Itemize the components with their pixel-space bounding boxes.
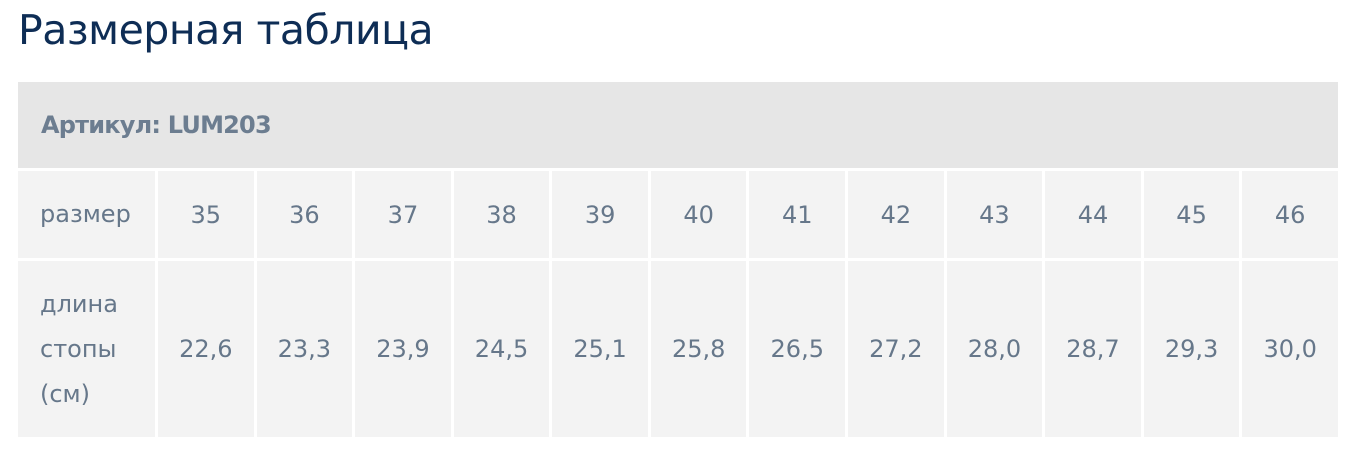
size-row: размер 35 36 37 38 39 40 41 42 43 44 45 46: [18, 171, 1338, 258]
size-cell: 35: [158, 171, 254, 258]
length-cell: 25,8: [650, 261, 747, 437]
length-cell: 28,7: [1045, 261, 1141, 437]
length-cell: 29,3: [1143, 261, 1240, 437]
label-line: стопы: [40, 334, 117, 363]
size-cell: 43: [946, 171, 1043, 258]
length-cell: 22,6: [158, 261, 254, 437]
size-cell: 44: [1045, 171, 1141, 258]
size-cell: 40: [650, 171, 747, 258]
length-cell: 26,5: [749, 261, 846, 437]
article-header: Артикул: LUM203: [18, 82, 1338, 168]
length-cell: 28,0: [946, 261, 1043, 437]
size-label: размер: [18, 171, 155, 258]
size-cell: 46: [1242, 171, 1338, 258]
size-cell: 41: [749, 171, 846, 258]
length-cell: 23,9: [355, 261, 451, 437]
length-cell: 23,3: [256, 261, 353, 437]
size-table: Артикул: LUM203 размер 35 36 37 38 39 40 41 42 4…: [15, 79, 1341, 440]
page-title: Размерная таблица: [18, 6, 434, 54]
length-cell: 27,2: [848, 261, 944, 437]
foot-length-label: длина стопы (см): [18, 261, 155, 437]
size-cell: 39: [552, 171, 648, 258]
length-cell: 24,5: [453, 261, 550, 437]
size-cell: 45: [1143, 171, 1240, 258]
foot-length-row: длина стопы (см) 22,6 23,3 23,9 24,5 25,1 25,…: [18, 261, 1338, 437]
label-line: (см): [40, 379, 91, 408]
size-cell: 37: [355, 171, 451, 258]
size-cell: 42: [848, 171, 944, 258]
size-cell: 38: [453, 171, 550, 258]
label-line: длина: [40, 289, 118, 318]
length-cell: 25,1: [552, 261, 648, 437]
size-cell: 36: [256, 171, 353, 258]
length-cell: 30,0: [1242, 261, 1338, 437]
